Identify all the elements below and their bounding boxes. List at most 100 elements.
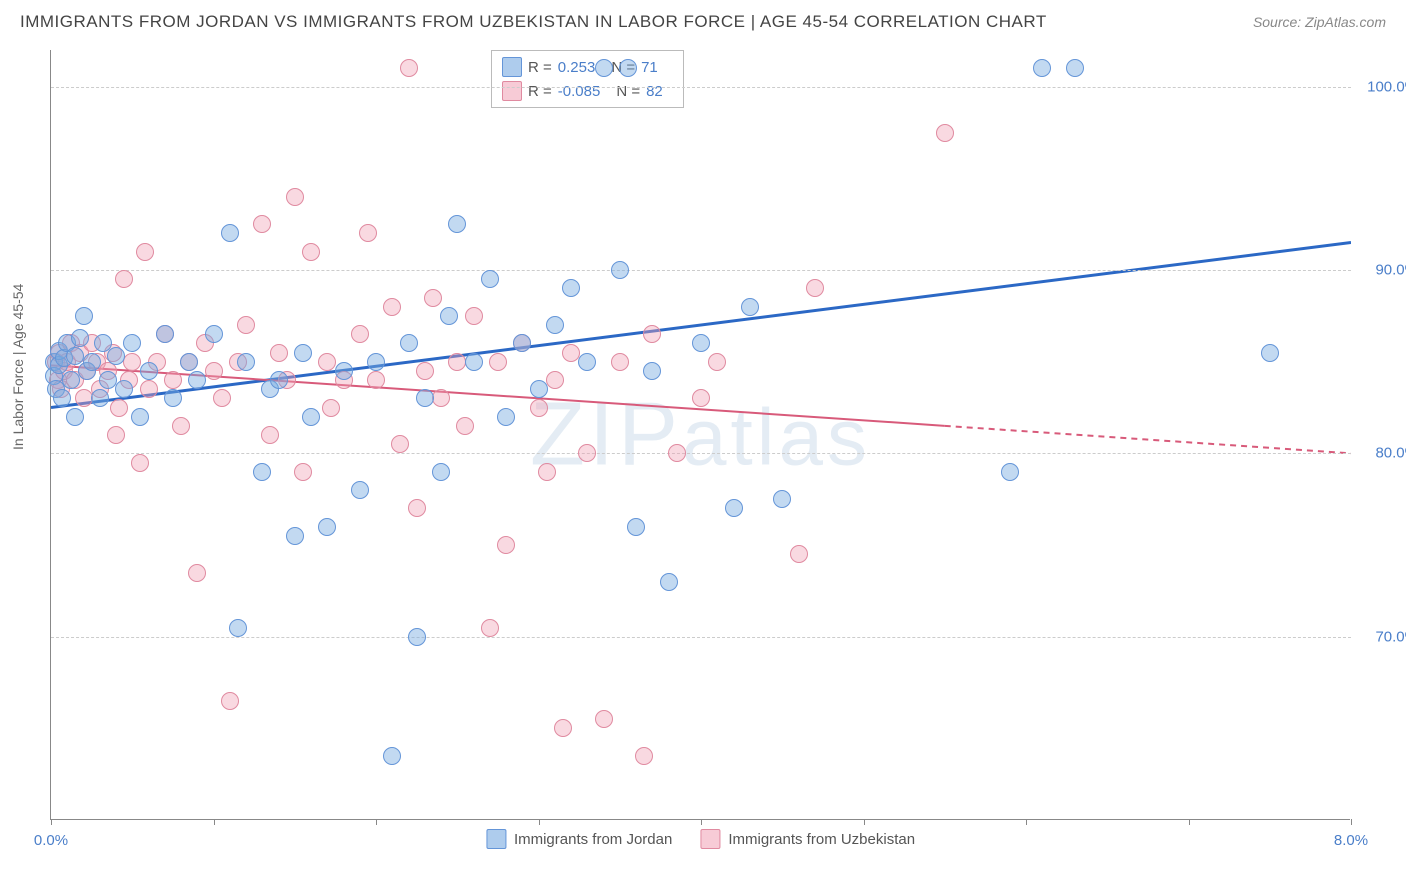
data-point bbox=[668, 444, 686, 462]
data-point bbox=[286, 188, 304, 206]
data-point bbox=[400, 59, 418, 77]
x-tick-label: 8.0% bbox=[1334, 832, 1368, 849]
data-point bbox=[773, 490, 791, 508]
data-point bbox=[83, 353, 101, 371]
r-value-uzbekistan: -0.085 bbox=[558, 83, 601, 100]
data-point bbox=[253, 215, 271, 233]
data-point bbox=[432, 389, 450, 407]
x-tick bbox=[376, 819, 377, 825]
data-point bbox=[71, 329, 89, 347]
x-tick-label: 0.0% bbox=[34, 832, 68, 849]
legend-label-uzbekistan: Immigrants from Uzbekistan bbox=[728, 831, 915, 848]
data-point bbox=[692, 389, 710, 407]
data-point bbox=[424, 289, 442, 307]
data-point bbox=[513, 334, 531, 352]
data-point bbox=[497, 408, 515, 426]
data-point bbox=[481, 270, 499, 288]
data-point bbox=[164, 371, 182, 389]
swatch-icon bbox=[502, 81, 522, 101]
r-label: R = bbox=[528, 83, 552, 100]
data-point bbox=[75, 307, 93, 325]
data-point bbox=[294, 463, 312, 481]
legend-item-uzbekistan: Immigrants from Uzbekistan bbox=[700, 829, 915, 849]
data-point bbox=[351, 325, 369, 343]
data-point bbox=[530, 380, 548, 398]
swatch-icon bbox=[700, 829, 720, 849]
data-point bbox=[562, 279, 580, 297]
y-tick-label: 80.0% bbox=[1375, 445, 1406, 462]
data-point bbox=[294, 344, 312, 362]
data-point bbox=[253, 463, 271, 481]
data-point bbox=[270, 371, 288, 389]
data-point bbox=[400, 334, 418, 352]
gridline bbox=[51, 453, 1351, 454]
data-point bbox=[578, 353, 596, 371]
swatch-icon bbox=[486, 829, 506, 849]
data-point bbox=[546, 371, 564, 389]
data-point bbox=[595, 59, 613, 77]
data-point bbox=[708, 353, 726, 371]
data-point bbox=[1001, 463, 1019, 481]
data-point bbox=[115, 380, 133, 398]
data-point bbox=[546, 316, 564, 334]
data-point bbox=[180, 353, 198, 371]
data-point bbox=[172, 417, 190, 435]
data-point bbox=[530, 399, 548, 417]
data-point bbox=[1261, 344, 1279, 362]
data-point bbox=[213, 389, 231, 407]
x-tick bbox=[701, 819, 702, 825]
data-point bbox=[562, 344, 580, 362]
data-point bbox=[456, 417, 474, 435]
data-point bbox=[416, 362, 434, 380]
data-point bbox=[481, 619, 499, 637]
legend-item-jordan: Immigrants from Jordan bbox=[486, 829, 672, 849]
data-point bbox=[229, 619, 247, 637]
data-point bbox=[465, 307, 483, 325]
data-point bbox=[123, 353, 141, 371]
r-value-jordan: 0.253 bbox=[558, 59, 596, 76]
data-point bbox=[302, 408, 320, 426]
x-tick bbox=[1026, 819, 1027, 825]
data-point bbox=[221, 224, 239, 242]
data-point bbox=[318, 353, 336, 371]
data-point bbox=[136, 243, 154, 261]
data-point bbox=[140, 380, 158, 398]
stats-legend-box: R = 0.253 N = 71 R = -0.085 N = 82 bbox=[491, 50, 684, 108]
x-tick bbox=[51, 819, 52, 825]
data-point bbox=[99, 371, 117, 389]
data-point bbox=[131, 408, 149, 426]
data-point bbox=[261, 426, 279, 444]
data-point bbox=[156, 325, 174, 343]
data-point bbox=[489, 353, 507, 371]
data-point bbox=[635, 747, 653, 765]
data-point bbox=[692, 334, 710, 352]
data-point bbox=[432, 463, 450, 481]
data-point bbox=[1033, 59, 1051, 77]
data-point bbox=[725, 499, 743, 517]
gridline bbox=[51, 87, 1351, 88]
x-tick bbox=[539, 819, 540, 825]
n-value-jordan: 71 bbox=[641, 59, 658, 76]
data-point bbox=[107, 347, 125, 365]
data-point bbox=[351, 481, 369, 499]
data-point bbox=[237, 316, 255, 334]
data-point bbox=[322, 399, 340, 417]
data-point bbox=[367, 353, 385, 371]
data-point bbox=[383, 747, 401, 765]
data-point bbox=[131, 454, 149, 472]
y-tick-label: 70.0% bbox=[1375, 628, 1406, 645]
data-point bbox=[611, 261, 629, 279]
data-point bbox=[448, 215, 466, 233]
data-point bbox=[660, 573, 678, 591]
n-label: N = bbox=[616, 83, 640, 100]
data-point bbox=[302, 243, 320, 261]
x-tick bbox=[1189, 819, 1190, 825]
y-axis-label: In Labor Force | Age 45-54 bbox=[10, 284, 26, 450]
chart-header: IMMIGRANTS FROM JORDAN VS IMMIGRANTS FRO… bbox=[0, 0, 1406, 40]
data-point bbox=[595, 710, 613, 728]
data-point bbox=[391, 435, 409, 453]
gridline bbox=[51, 637, 1351, 638]
data-point bbox=[318, 518, 336, 536]
data-point bbox=[221, 692, 239, 710]
data-point bbox=[140, 362, 158, 380]
